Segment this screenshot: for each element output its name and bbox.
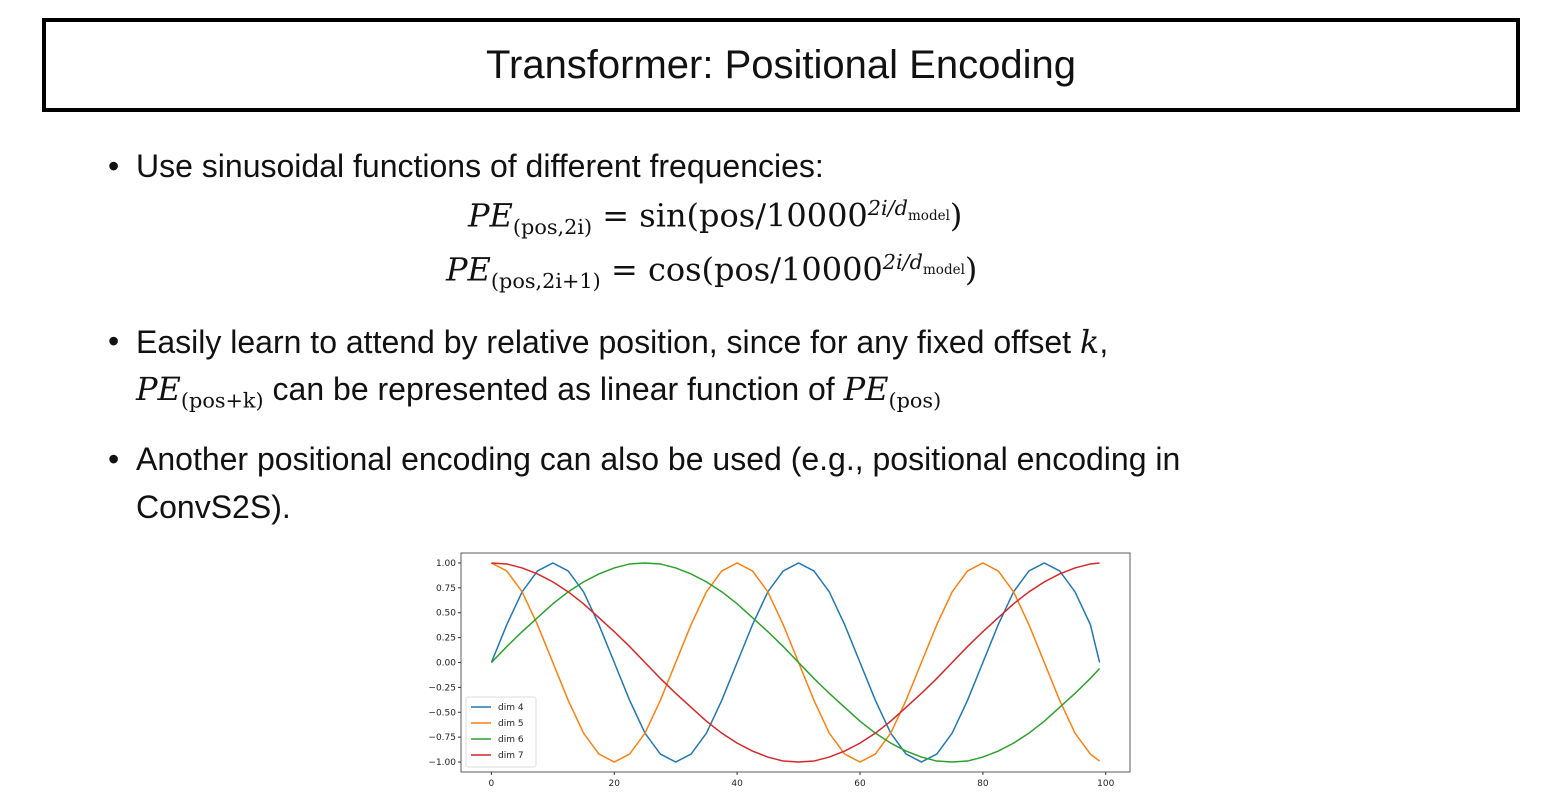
eq-lhs: PE	[468, 196, 513, 235]
series-line	[491, 562, 1101, 763]
title-box: Transformer: Positional Encoding	[42, 18, 1520, 112]
y-tick-label: −0.25	[428, 683, 456, 693]
y-tick-label: 0.75	[436, 584, 456, 594]
eq-exp-sub: model	[922, 262, 965, 279]
y-tick-label: 0.50	[436, 609, 456, 619]
chart: 1.00 0.75 0.50 0.25 0.00 −0.25 −0.50 −0.75 −1.00…	[428, 552, 1131, 789]
punct: ,	[1099, 324, 1109, 360]
eq-rhs: = sin(pos/10000	[602, 196, 868, 235]
eq-exp: 2i/d	[882, 250, 923, 274]
bullet-dot: •	[108, 441, 120, 477]
x-tick-label: 100	[1097, 779, 1114, 789]
y-tick-label: −1.00	[428, 758, 456, 768]
eq-exp: 2i/d	[867, 196, 908, 220]
eq-exp-sub: model	[907, 208, 950, 225]
text: Easily learn to attend by relative posit…	[136, 324, 1080, 360]
legend-label: dim 5	[498, 719, 524, 729]
y-tick-label: −0.75	[428, 733, 456, 743]
plot-frame	[460, 552, 1131, 773]
bullet-text: Use sinusoidal functions of different fr…	[136, 148, 824, 184]
legend-box	[465, 696, 537, 768]
legend: dim 4 dim 5 dim 6 dim 7	[465, 696, 537, 768]
series-line	[490, 562, 1101, 763]
pe-sub: (pos)	[888, 388, 942, 413]
eq-close: )	[949, 196, 963, 235]
equation: PE(pos,2i) = sin(pos/100002i/dmodel)	[468, 196, 962, 239]
legend-label: dim 6	[498, 735, 524, 745]
bullet-text: Easily learn to attend by relative posit…	[136, 323, 1108, 361]
x-tick-label: 0	[489, 779, 495, 789]
bullet-text: ConvS2S).	[136, 489, 291, 525]
equation: PE(pos,2i+1) = cos(pos/100002i/dmodel)	[446, 250, 977, 293]
bullet-dot: •	[108, 323, 120, 359]
y-tick-label: 0.00	[436, 659, 456, 669]
eq-lhs: PE	[446, 250, 491, 289]
y-tick-label: 1.00	[436, 559, 456, 569]
pe: PE	[843, 370, 889, 408]
eq-sub: (pos,2i)	[512, 215, 593, 240]
y-tick-label: −0.50	[428, 708, 456, 718]
pe: PE	[136, 370, 181, 408]
x-tick-label: 80	[977, 779, 989, 789]
bullet-dot: •	[108, 148, 120, 184]
legend-label: dim 7	[498, 751, 524, 761]
pe-sub: (pos+k)	[180, 388, 264, 413]
x-tick-label: 20	[609, 779, 621, 789]
x-tick-label: 40	[731, 779, 743, 789]
eq-close: )	[964, 250, 978, 289]
series-line	[491, 562, 1100, 763]
bullet-text: Another positional encoding can also be …	[136, 441, 1181, 477]
title: Transformer: Positional Encoding	[486, 42, 1076, 87]
legend-label: dim 4	[498, 703, 524, 713]
eq-rhs: = cos(pos/10000	[610, 250, 883, 289]
bullet-text: PE(pos+k) can be represented as linear f…	[136, 370, 941, 412]
eq-sub: (pos,2i+1)	[490, 269, 601, 294]
var: k	[1079, 323, 1100, 361]
text: can be represented as linear function of	[263, 371, 844, 407]
y-tick-label: 0.25	[436, 634, 456, 644]
x-tick-label: 60	[854, 779, 866, 789]
